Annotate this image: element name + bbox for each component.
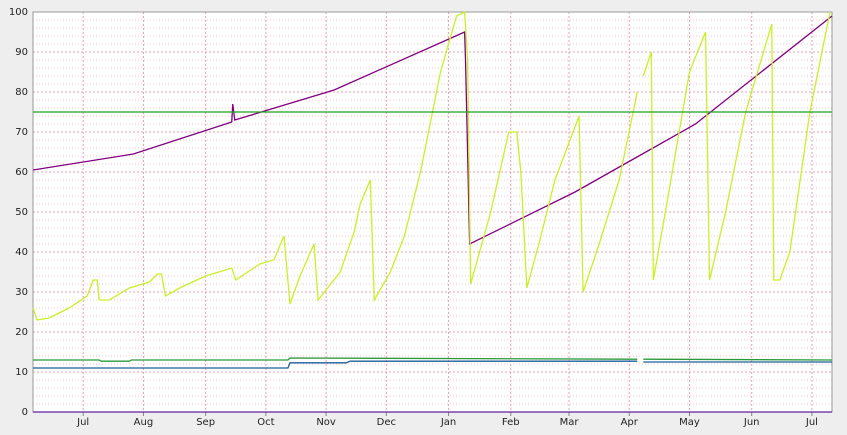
x-tick-label: Mar (560, 417, 580, 428)
x-tick-label: Jul (76, 417, 89, 428)
y-tick-label: 30 (15, 287, 28, 298)
x-tick-label: Sep (196, 417, 215, 428)
y-tick-label: 40 (15, 247, 28, 258)
x-tick-label: Oct (257, 417, 274, 428)
y-tick-label: 0 (22, 407, 28, 418)
x-tick-label: Jan (440, 417, 456, 428)
series-line (33, 357, 833, 362)
x-tick-label: Apr (621, 417, 639, 428)
x-tick-label: Dec (377, 417, 396, 428)
x-tick-label: May (679, 417, 700, 428)
series-line (32, 10, 831, 321)
series-line (33, 360, 832, 369)
y-tick-label: 20 (15, 327, 28, 338)
x-tick-label: Feb (502, 417, 520, 428)
y-tick-label: 10 (15, 367, 28, 378)
plot-area (33, 12, 832, 412)
x-tick-label: Nov (316, 417, 336, 428)
y-tick-label: 50 (15, 207, 28, 218)
x-tick-label: Aug (134, 417, 154, 428)
x-tick-label: Jun (743, 417, 760, 428)
y-tick-label: 60 (15, 167, 28, 178)
y-tick-label: 70 (15, 127, 28, 138)
y-tick-label: 90 (15, 47, 28, 58)
series-line (32, 15, 833, 246)
x-tick-label: Jul (805, 417, 818, 428)
y-tick-label: 100 (9, 7, 28, 18)
y-tick-label: 80 (15, 87, 28, 98)
